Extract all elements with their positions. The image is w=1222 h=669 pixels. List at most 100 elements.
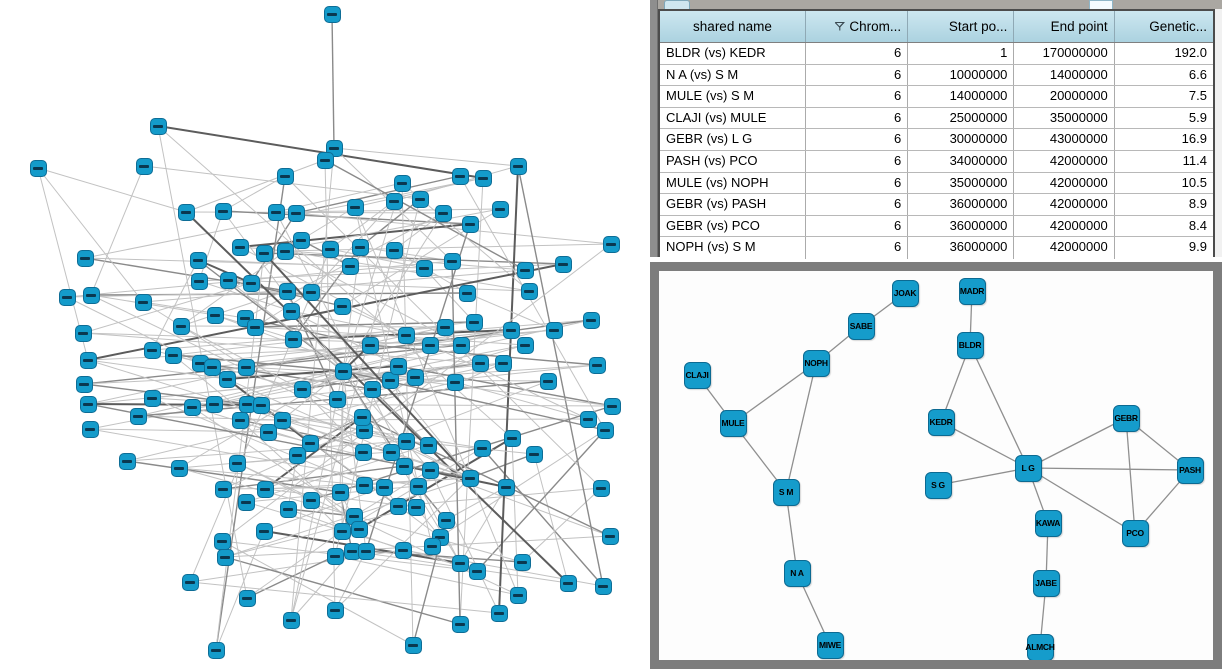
- network-node[interactable]: [451, 554, 469, 572]
- network-node[interactable]: [516, 336, 534, 354]
- network-node[interactable]: [74, 324, 92, 342]
- column-header[interactable]: Chrom...: [806, 11, 909, 42]
- network-node[interactable]: [437, 511, 455, 529]
- network-node[interactable]: [237, 358, 255, 376]
- network-node[interactable]: [394, 541, 412, 559]
- network-node[interactable]: [252, 396, 270, 414]
- network-node[interactable]: [214, 202, 232, 220]
- network-node[interactable]: [354, 443, 372, 461]
- table-cell[interactable]: 42000000: [1014, 215, 1115, 237]
- network-node[interactable]: MIWE: [816, 631, 844, 659]
- network-node[interactable]: [206, 306, 224, 324]
- network-node[interactable]: [503, 429, 521, 447]
- table-cell[interactable]: 14000000: [908, 86, 1015, 107]
- network-node[interactable]: [582, 311, 600, 329]
- table-cell[interactable]: 8.9: [1188, 196, 1207, 212]
- network-node[interactable]: [256, 480, 274, 498]
- network-node[interactable]: [255, 244, 273, 262]
- network-node[interactable]: [219, 271, 237, 289]
- network-node[interactable]: [81, 420, 99, 438]
- network-node[interactable]: [143, 341, 161, 359]
- table-cell[interactable]: 6: [806, 107, 909, 129]
- table-cell[interactable]: 5.9: [1188, 109, 1207, 125]
- table-cell[interactable]: 34000000: [908, 150, 1015, 172]
- network-node[interactable]: [237, 493, 255, 511]
- network-node[interactable]: [419, 436, 437, 454]
- table-cell[interactable]: 8.4: [1188, 217, 1207, 233]
- table-cell[interactable]: 10000000: [908, 64, 1015, 86]
- network-node[interactable]: [395, 457, 413, 475]
- network-node[interactable]: [282, 302, 300, 320]
- network-node[interactable]: [79, 351, 97, 369]
- network-node[interactable]: [389, 497, 407, 515]
- network-node[interactable]: [446, 373, 464, 391]
- network-node[interactable]: [255, 522, 273, 540]
- network-node[interactable]: [170, 459, 188, 477]
- network-node[interactable]: [411, 190, 429, 208]
- network-node[interactable]: [216, 548, 234, 566]
- table-cell[interactable]: 36000000: [908, 215, 1015, 237]
- network-node[interactable]: [602, 235, 620, 253]
- network-node[interactable]: [293, 380, 311, 398]
- column-header[interactable]: Genetic...: [1115, 11, 1213, 42]
- table-cell[interactable]: 14000000: [1014, 64, 1115, 86]
- network-node[interactable]: [497, 478, 515, 496]
- table-cell[interactable]: MULE (vs) S M: [660, 86, 806, 107]
- table-cell[interactable]: 42000000: [1014, 194, 1115, 215]
- network-node[interactable]: [554, 255, 572, 273]
- column-header[interactable]: End point: [1014, 11, 1115, 42]
- network-node[interactable]: [341, 257, 359, 275]
- network-node[interactable]: [189, 251, 207, 269]
- network-node[interactable]: GEBR: [1112, 404, 1140, 432]
- network-node[interactable]: [135, 157, 153, 175]
- network-node[interactable]: S G: [924, 471, 952, 499]
- network-node[interactable]: [242, 274, 260, 292]
- network-node[interactable]: [214, 480, 232, 498]
- network-node[interactable]: [326, 601, 344, 619]
- network-node[interactable]: [292, 231, 310, 249]
- network-node[interactable]: JOAK: [891, 279, 919, 307]
- network-node[interactable]: [491, 200, 509, 218]
- network-node[interactable]: PASH: [1176, 456, 1204, 484]
- network-node[interactable]: [331, 483, 349, 501]
- network-node[interactable]: [76, 249, 94, 267]
- network-node[interactable]: [579, 410, 597, 428]
- network-node[interactable]: [465, 313, 483, 331]
- network-node[interactable]: [509, 586, 527, 604]
- network-node[interactable]: [287, 204, 305, 222]
- table-cell[interactable]: PASH (vs) PCO: [660, 150, 806, 172]
- table-cell[interactable]: 42000000: [1014, 172, 1115, 194]
- network-node[interactable]: [461, 215, 479, 233]
- network-node[interactable]: MADR: [958, 277, 986, 305]
- network-node[interactable]: [288, 446, 306, 464]
- network-node[interactable]: [375, 478, 393, 496]
- network-node[interactable]: [385, 241, 403, 259]
- network-node[interactable]: [415, 259, 433, 277]
- network-node[interactable]: SABE: [847, 312, 875, 340]
- network-node[interactable]: [213, 532, 231, 550]
- network-node[interactable]: [218, 370, 236, 388]
- table-cell[interactable]: N A (vs) S M: [660, 64, 806, 86]
- network-node[interactable]: PCO: [1121, 519, 1149, 547]
- network-node[interactable]: [323, 5, 341, 23]
- table-cell[interactable]: CLAJI (vs) MULE: [660, 107, 806, 129]
- table-cell[interactable]: 192.0: [1174, 45, 1207, 60]
- table-cell[interactable]: 6: [806, 86, 909, 107]
- table-cell[interactable]: 42000000: [1014, 237, 1115, 259]
- network-node[interactable]: [385, 192, 403, 210]
- network-node[interactable]: JABE: [1032, 569, 1060, 597]
- network-node[interactable]: [282, 611, 300, 629]
- network-node[interactable]: [409, 477, 427, 495]
- network-node[interactable]: [404, 636, 422, 654]
- network-node[interactable]: [79, 395, 97, 413]
- network-node[interactable]: [301, 434, 319, 452]
- network-node[interactable]: [474, 169, 492, 187]
- network-node[interactable]: MULE: [719, 409, 747, 437]
- network-node[interactable]: [302, 491, 320, 509]
- network-node[interactable]: [443, 252, 461, 270]
- table-cell[interactable]: 6: [806, 194, 909, 215]
- table-cell[interactable]: 16.9: [1181, 131, 1207, 147]
- network-node[interactable]: [228, 454, 246, 472]
- network-node[interactable]: [603, 397, 621, 415]
- table-cell[interactable]: 6: [806, 129, 909, 150]
